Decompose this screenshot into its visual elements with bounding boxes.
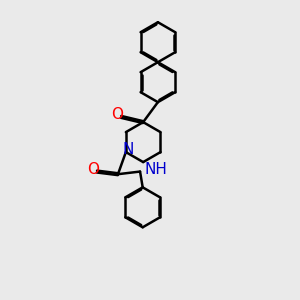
Text: O: O (111, 107, 123, 122)
Text: N: N (122, 142, 134, 158)
Text: O: O (87, 162, 99, 177)
Text: NH: NH (144, 162, 167, 177)
